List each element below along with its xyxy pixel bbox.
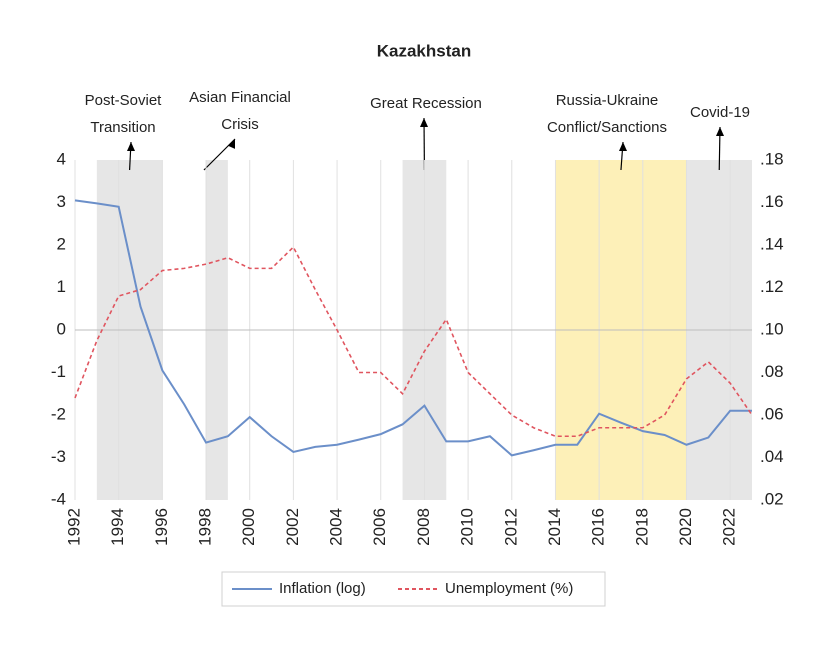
arrow-head bbox=[420, 118, 428, 127]
legend-label: Inflation (log) bbox=[279, 580, 366, 597]
x-tick-label: 2014 bbox=[545, 508, 564, 546]
x-tick-label: 2006 bbox=[370, 508, 389, 546]
x-tick-label: 1994 bbox=[108, 508, 127, 546]
chart-title: Kazakhstan bbox=[377, 41, 471, 60]
x-tick-label: 1998 bbox=[196, 508, 215, 546]
y2-tick-label: .08 bbox=[760, 362, 784, 381]
period-label: Russia-Ukraine bbox=[556, 92, 659, 109]
series-line bbox=[74, 199, 752, 457]
y-tick-label: -4 bbox=[51, 489, 66, 508]
period-label: Post-Soviet bbox=[85, 92, 163, 109]
period-label: Crisis bbox=[221, 116, 259, 133]
y2-tick-label: .18 bbox=[760, 149, 784, 168]
period-label: Asian Financial bbox=[189, 89, 291, 106]
y2-tick-label: .14 bbox=[760, 234, 784, 253]
x-tick-label: 2000 bbox=[239, 508, 258, 546]
y-tick-label: -2 bbox=[51, 404, 66, 423]
period-label: Great Recession bbox=[370, 95, 482, 112]
arrow-head bbox=[227, 139, 235, 149]
y-tick-label: 4 bbox=[57, 149, 66, 168]
y-tick-label: 3 bbox=[57, 192, 66, 211]
y-tick-label: -3 bbox=[51, 447, 66, 466]
x-tick-label: 2012 bbox=[501, 508, 520, 546]
arrow-head bbox=[127, 142, 135, 151]
x-tick-label: 2008 bbox=[414, 508, 433, 546]
x-tick-label: 2020 bbox=[676, 508, 695, 546]
y-tick-label: 0 bbox=[57, 319, 66, 338]
y-tick-label: 2 bbox=[57, 234, 66, 253]
arrow-head bbox=[619, 142, 627, 151]
x-tick-label: 2016 bbox=[589, 508, 608, 546]
y-tick-label: -1 bbox=[51, 362, 66, 381]
y2-tick-label: .06 bbox=[760, 404, 784, 423]
y2-tick-label: .04 bbox=[760, 447, 784, 466]
y-tick-label: 1 bbox=[57, 277, 66, 296]
x-tick-label: 1996 bbox=[152, 508, 171, 546]
x-tick-label: 1992 bbox=[64, 508, 83, 546]
y2-tick-label: .16 bbox=[760, 192, 784, 211]
period-label: Conflict/Sanctions bbox=[547, 119, 667, 136]
x-tick-label: 2010 bbox=[458, 508, 477, 546]
x-tick-label: 2004 bbox=[327, 508, 346, 546]
y2-tick-label: .12 bbox=[760, 277, 784, 296]
x-tick-label: 2022 bbox=[720, 508, 739, 546]
arrow-head bbox=[716, 127, 724, 136]
y2-tick-label: .10 bbox=[760, 319, 784, 338]
period-label: Covid-19 bbox=[690, 104, 750, 121]
period-label: Transition bbox=[90, 119, 155, 136]
y2-tick-label: .02 bbox=[760, 489, 784, 508]
legend-box bbox=[221, 571, 606, 607]
legend-label: Unemployment (%) bbox=[445, 580, 573, 597]
x-tick-label: 2018 bbox=[632, 508, 651, 546]
x-tick-label: 2002 bbox=[283, 508, 302, 546]
